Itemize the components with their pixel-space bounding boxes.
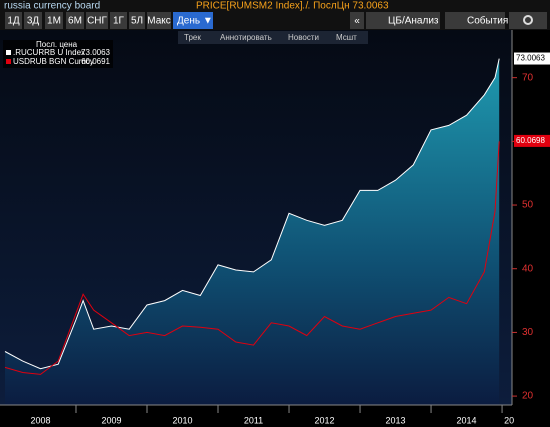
period-button[interactable] <box>147 12 171 29</box>
x-tick-label: 2010 <box>172 415 192 425</box>
x-tick-label: 2008 <box>30 415 50 425</box>
axis-tag <box>514 52 550 65</box>
period-label: Макс <box>147 16 171 27</box>
gear-icon <box>523 15 533 25</box>
legend-value: 73.0063 <box>81 48 110 57</box>
toolbar-item[interactable]: Новости <box>288 33 319 42</box>
toolbar-items: Трек Аннотировать Новости Мсшт <box>184 33 357 42</box>
period-button[interactable] <box>66 12 84 29</box>
period-label: 1М <box>47 16 61 27</box>
axis-tag-label: 73.0063 <box>516 54 545 63</box>
legend-name: .RUCURRB U Index <box>13 48 85 57</box>
legend-title: Посл. цена <box>36 40 78 49</box>
x-axis-strip <box>0 405 550 427</box>
legend-value: 60.0691 <box>81 57 110 66</box>
series-area <box>5 58 500 405</box>
period-label: 3Д <box>27 16 40 27</box>
x-tick-label: 2012 <box>315 415 335 425</box>
events-button[interactable] <box>445 12 505 29</box>
x-tick-label: 2013 <box>386 415 406 425</box>
last-price: ... ПослЦн 73.0063 <box>302 1 389 12</box>
y-tick-label: 20 <box>522 391 534 402</box>
series-line <box>4 141 500 375</box>
x-tick-label: 2014 <box>457 415 477 425</box>
period-buttons: 1Д 3Д 1М 6М СНГ 1Г 5Л Макс <box>5 12 171 29</box>
analysis-button[interactable] <box>366 12 440 29</box>
legend-name: USDRUB BGN Curncy <box>13 57 94 66</box>
y-tick-label: 70 <box>522 72 534 83</box>
period-button[interactable] <box>110 12 127 29</box>
axis-tag <box>514 134 550 147</box>
x-tick-label: 2011 <box>244 415 263 425</box>
analysis-label: ЦБ/Анализ <box>388 16 439 27</box>
toolbar-item[interactable]: Трек <box>184 33 201 42</box>
security: PRICE[RUMSM2 Index] / <box>196 1 308 12</box>
period-label: 5Л <box>131 16 143 27</box>
legend-swatch <box>6 50 11 55</box>
toolbar-item[interactable]: Аннотировать <box>220 33 272 42</box>
x-tick-label: 20 <box>504 415 514 425</box>
period-button[interactable] <box>5 12 22 29</box>
legend-swatch <box>6 59 11 64</box>
period-button[interactable] <box>45 12 63 29</box>
plot <box>4 58 500 405</box>
period-button[interactable] <box>24 12 42 29</box>
toolbar-item[interactable]: Мсшт <box>336 33 357 42</box>
collapse-label: « <box>354 16 360 27</box>
axis-tag-label: 60.0698 <box>516 136 545 145</box>
y-tick-label: 50 <box>522 200 534 211</box>
period-button[interactable] <box>86 12 108 29</box>
period-label: 1Д <box>7 16 20 27</box>
legend-box <box>3 40 113 68</box>
period-label: СНГ <box>87 16 107 27</box>
settings-button[interactable] <box>509 12 547 29</box>
frequency-label: День ▼ <box>177 16 213 27</box>
y-tick-label: 40 <box>522 263 534 274</box>
x-tick-label: 2009 <box>101 415 121 425</box>
collapse-button[interactable] <box>350 12 364 29</box>
events-label: События <box>467 15 508 27</box>
series-line <box>4 58 500 370</box>
frequency-button[interactable] <box>173 12 213 29</box>
period-label: 1Г <box>113 16 125 27</box>
period-button[interactable] <box>129 12 145 29</box>
y-tick-label: 30 <box>522 327 534 338</box>
window-title: russia currency board <box>4 1 100 12</box>
period-label: 6М <box>68 16 82 27</box>
toolbar <box>178 31 368 44</box>
